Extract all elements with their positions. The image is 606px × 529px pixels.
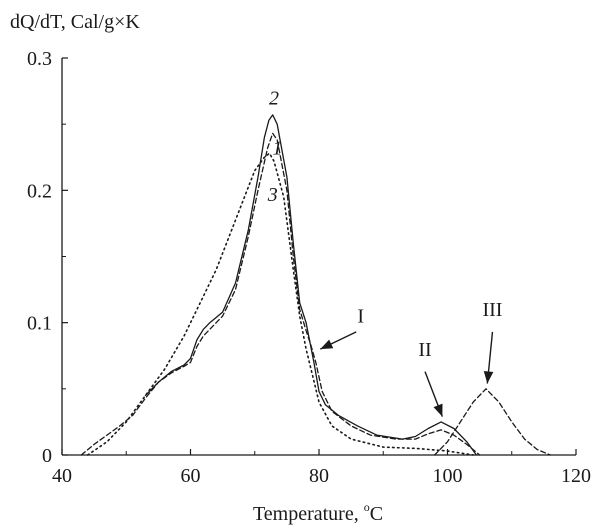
annotation-arrowhead-i [320, 339, 334, 350]
x-axis-label-unit: C [370, 503, 383, 525]
series-layer [80, 114, 551, 456]
annotation-label-i: I [357, 306, 364, 328]
y-tick-label: 0 [42, 445, 52, 467]
y-tick-label: 0.3 [27, 48, 52, 70]
x-tick-label: 80 [309, 465, 329, 487]
series-line-2 [144, 114, 478, 456]
x-tick-label: 60 [181, 465, 201, 487]
curve-labels: 2 1 3 [267, 87, 282, 206]
annotation-arrowhead-iii [483, 371, 494, 384]
y-tick-label: 0.1 [27, 313, 52, 335]
y-tick-label: 0.2 [27, 180, 52, 202]
curve-label-2: 2 [269, 87, 279, 109]
y-axis-label: dQ/dT, Cal/g×K [10, 11, 140, 33]
x-axis-label: Temperature, oC [253, 500, 383, 525]
annotation-label-iii: III [482, 299, 502, 321]
axes: 40 60 80 100 120 0 0.1 0.2 0.3 [27, 48, 591, 487]
curve-label-1: 1 [272, 138, 282, 160]
curve-label-3: 3 [267, 184, 278, 206]
series-line-iii [433, 388, 551, 456]
x-tick-label: 120 [561, 465, 591, 487]
annotation-arrowhead-ii [433, 403, 443, 417]
annotation-label-ii: II [418, 339, 431, 361]
x-axis-label-degree: o [364, 500, 370, 514]
x-axis-label-prefix: Temperature, [253, 503, 364, 525]
series-line-3 [86, 152, 474, 456]
x-tick-label: 100 [433, 465, 463, 487]
x-tick-label: 40 [52, 465, 72, 487]
series-line-1 [80, 132, 481, 456]
